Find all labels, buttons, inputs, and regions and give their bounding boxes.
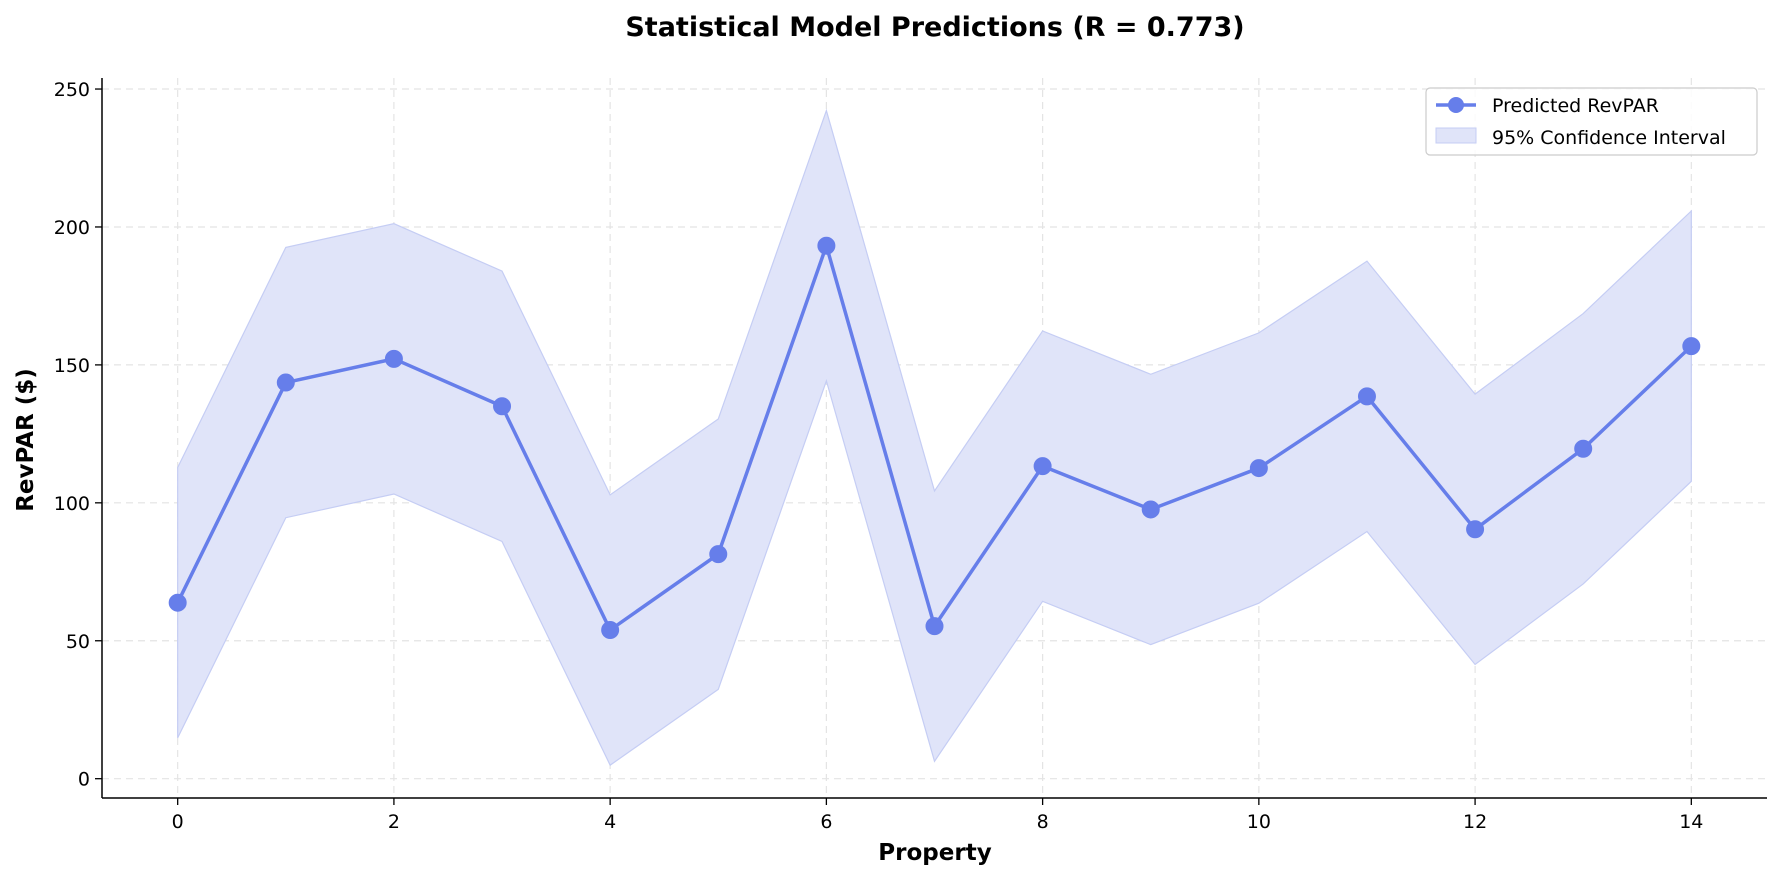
chart-title: Statistical Model Predictions (R = 0.773… (625, 12, 1244, 43)
data-point (601, 621, 620, 639)
axis-layer (101, 78, 1767, 799)
legend-label-confidence: 95% Confidence Interval (1492, 127, 1726, 149)
data-point (709, 545, 728, 564)
y-tick-label: 100 (54, 493, 90, 515)
legend-marker-swatch (1448, 97, 1464, 113)
series-point-layer (168, 236, 1701, 639)
legend-label-predicted: Predicted RevPAR (1492, 95, 1659, 117)
y-tick-label: 250 (54, 79, 90, 101)
x-tick-label: 6 (820, 811, 832, 833)
x-tick-label: 10 (1247, 811, 1271, 833)
data-point (1682, 337, 1701, 356)
y-tick-label: 200 (54, 217, 90, 239)
x-tick-label: 12 (1463, 811, 1487, 833)
legend-band-swatch (1435, 127, 1477, 144)
data-point (1033, 457, 1052, 476)
confidence-band (177, 108, 1692, 767)
y-tick-label: 150 (54, 355, 90, 377)
data-point (925, 617, 944, 636)
x-tick-label: 14 (1679, 811, 1703, 833)
x-tick-label: 0 (172, 811, 184, 833)
x-tick-label: 8 (1037, 811, 1049, 833)
data-point (1466, 520, 1485, 539)
y-tick-label: 0 (78, 769, 90, 791)
data-point (1357, 387, 1376, 406)
data-point (384, 349, 403, 368)
data-point (1141, 500, 1160, 519)
legend-frame (1425, 87, 1758, 156)
x-tick-label: 4 (604, 811, 616, 833)
data-point (493, 397, 512, 416)
data-point (1249, 459, 1268, 478)
x-axis-title: Property (878, 840, 991, 866)
y-axis-title: RevPAR ($) (13, 368, 39, 512)
data-point (1574, 439, 1593, 458)
data-point (817, 236, 836, 255)
x-tick-label: 2 (388, 811, 400, 833)
tick-layer: 0 2 4 6 8 10 12 14 0 50 100 150 200 250 (54, 79, 1704, 833)
y-tick-label: 50 (66, 631, 90, 653)
data-point (276, 373, 295, 392)
legend: Predicted RevPAR 95% Confidence Interval (1425, 87, 1758, 156)
confidence-band-layer (177, 108, 1692, 767)
data-point (168, 593, 187, 612)
